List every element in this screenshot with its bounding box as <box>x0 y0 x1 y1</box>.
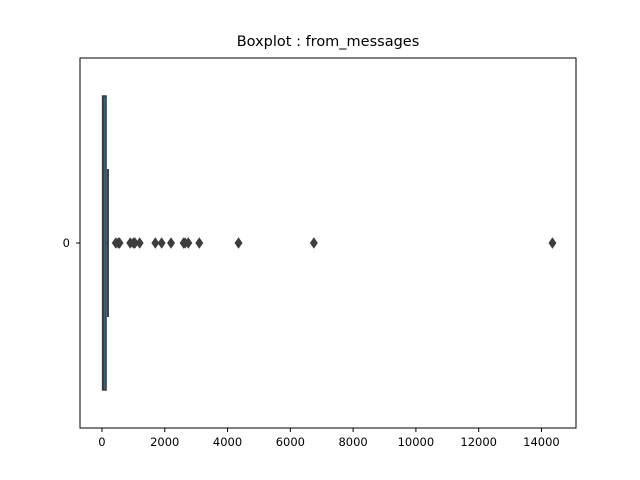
outlier-point <box>115 237 124 249</box>
x-tick-label: 4000 <box>213 435 242 449</box>
y-tick-label: 0 <box>63 236 70 250</box>
chart-title: Boxplot : from_messages <box>236 34 420 50</box>
outlier-point <box>548 237 557 249</box>
outlier-group <box>111 237 557 249</box>
x-axis: 0 2000 4000 6000 8000 10000 12000 14000 <box>98 428 560 449</box>
outlier-point <box>195 237 204 249</box>
outlier-point <box>167 237 176 249</box>
x-tick-label: 12000 <box>460 435 497 449</box>
box-group <box>101 95 109 391</box>
x-tick-label: 8000 <box>338 435 367 449</box>
outlier-point <box>135 237 144 249</box>
x-tick-label: 6000 <box>276 435 305 449</box>
outlier-point <box>184 237 193 249</box>
outlier-point <box>234 237 243 249</box>
x-tick-label: 14000 <box>523 435 560 449</box>
x-tick-label: 2000 <box>150 435 179 449</box>
outlier-point <box>151 237 160 249</box>
y-axis: 0 <box>63 236 80 250</box>
x-tick-label: 10000 <box>398 435 435 449</box>
outlier-point <box>157 237 166 249</box>
x-tick-label: 0 <box>98 435 105 449</box>
outlier-point <box>309 237 318 249</box>
